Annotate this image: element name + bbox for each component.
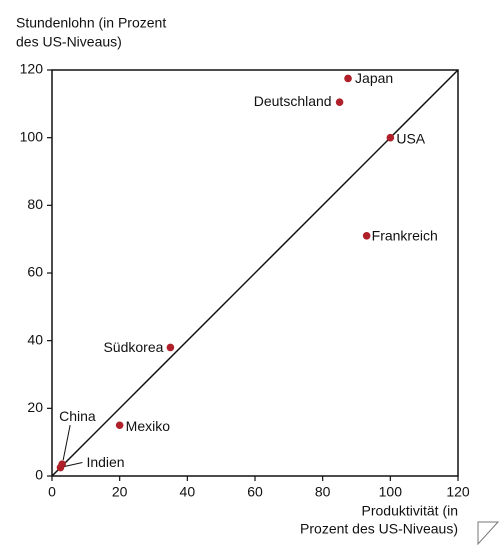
x-tick-label: 20 (112, 484, 128, 500)
y-tick-label: 40 (27, 331, 43, 347)
point (386, 133, 395, 142)
x-tick-label: 40 (180, 484, 196, 500)
point-label: Indien (86, 454, 124, 470)
point (166, 343, 175, 352)
point (335, 98, 344, 106)
y-axis-label: Stundenlohn (in Prozent (16, 15, 166, 31)
point-label: USA (396, 130, 425, 146)
y-tick-label: 0 (35, 467, 43, 483)
y-tick-label: 100 (20, 128, 44, 144)
y-tick-label: 60 (27, 264, 43, 280)
point-label: China (59, 408, 96, 424)
point-label: Mexiko (126, 418, 171, 434)
x-tick-label: 80 (315, 484, 331, 500)
x-tick-label: 100 (379, 484, 403, 500)
y-axis-label: des US-Niveaus) (16, 34, 122, 50)
point (56, 463, 65, 472)
x-tick-label: 120 (446, 484, 470, 500)
leader-line (62, 425, 71, 461)
y-tick-label: 120 (20, 61, 44, 77)
x-axis-label: Prozent des US-Niveaus) (300, 521, 458, 537)
x-axis-label: Produktivität (in (362, 503, 458, 519)
point (362, 231, 371, 240)
y-tick-label: 20 (27, 399, 43, 415)
point (344, 74, 352, 83)
corner-icon (477, 521, 500, 546)
point-label: Deutschland (254, 93, 332, 109)
leader-line (64, 462, 83, 468)
point (115, 421, 124, 430)
x-tick-label: 60 (247, 484, 263, 500)
y-tick-label: 80 (27, 196, 43, 212)
point-label: Japan (355, 70, 393, 86)
point-label: Frankreich (372, 227, 438, 243)
x-tick-label: 0 (48, 484, 56, 500)
point-label: Südkorea (103, 339, 163, 355)
